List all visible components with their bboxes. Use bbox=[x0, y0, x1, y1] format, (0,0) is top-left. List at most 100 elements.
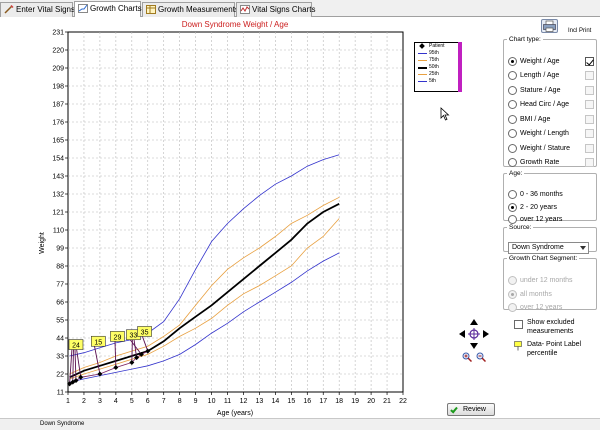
radio-button[interactable] bbox=[508, 303, 517, 312]
review-button[interactable]: Review bbox=[447, 403, 495, 416]
tab-label: Enter Vital Signs bbox=[16, 5, 75, 14]
radio-button[interactable] bbox=[508, 290, 517, 299]
chart-type-legend: Chart type: bbox=[509, 36, 541, 43]
radio-button[interactable] bbox=[508, 115, 517, 124]
y-tick-label: 22 bbox=[56, 372, 64, 379]
x-tick-label: 22 bbox=[399, 398, 407, 405]
y-tick-label: 198 bbox=[52, 84, 64, 91]
pan-center-icon[interactable] bbox=[468, 328, 480, 340]
chart-type-option-weight-stature[interactable]: Weight / Stature bbox=[508, 143, 594, 155]
radio-button[interactable] bbox=[508, 215, 517, 224]
y-tick-label: 33 bbox=[56, 354, 64, 361]
patient-point bbox=[129, 360, 135, 366]
pan-up-icon[interactable] bbox=[470, 319, 478, 325]
tab-growth-charts[interactable]: Growth Charts bbox=[74, 1, 142, 18]
chart-title: Down Syndrome Weight / Age bbox=[182, 20, 289, 29]
patient-points[interactable]: 24 15 29 33 35 bbox=[67, 326, 152, 387]
print-button[interactable] bbox=[541, 19, 558, 33]
tab-label: Growth Measurements bbox=[158, 5, 239, 14]
patient-point bbox=[97, 371, 103, 377]
legend-item-25th: 25th bbox=[415, 71, 460, 78]
data-point-label: 35 bbox=[141, 329, 149, 336]
segment-option-under-12-months[interactable]: under 12 months bbox=[508, 275, 573, 287]
pan-down-icon[interactable] bbox=[470, 343, 478, 349]
y-tick-label: 77 bbox=[56, 282, 64, 289]
patient-point bbox=[138, 351, 144, 357]
tab-label: Vital Signs Charts bbox=[252, 5, 316, 14]
x-tick-label: 5 bbox=[130, 398, 134, 405]
patient-point bbox=[145, 348, 151, 354]
percentile-curve-95th bbox=[69, 154, 340, 357]
growth-chart[interactable]: Down Syndrome Weight / Age 1122334455667… bbox=[0, 17, 420, 417]
segment-option-all-months[interactable]: all months bbox=[508, 289, 552, 301]
chart-type-option-weight-age[interactable]: Weight / Age bbox=[508, 56, 594, 68]
pan-control[interactable] bbox=[458, 318, 490, 350]
chart-legend: Patient 95th 75th 50th 25th 5th bbox=[414, 42, 461, 92]
tab-enter-vital-signs[interactable]: Enter Vital Signs bbox=[0, 2, 75, 17]
age-legend: Age: bbox=[509, 170, 523, 177]
data-point-label: 33 bbox=[130, 333, 138, 340]
include-checkbox bbox=[585, 115, 594, 124]
x-tick-label: 1 bbox=[66, 398, 70, 405]
chart-type-option-weight-length[interactable]: Weight / Length bbox=[508, 128, 594, 140]
tab-growth-measurements[interactable]: Growth Measurements bbox=[142, 2, 239, 17]
radio-button[interactable] bbox=[508, 100, 517, 109]
radio-button[interactable] bbox=[508, 190, 517, 199]
vital-chart-icon bbox=[240, 5, 250, 14]
data-label-leader bbox=[141, 335, 149, 352]
radio-button[interactable] bbox=[508, 203, 517, 212]
growth-chart-segment-group: Growth Chart Segment: under 12 months al… bbox=[503, 255, 597, 312]
data-label-leader bbox=[93, 345, 101, 375]
data-point-label-box bbox=[68, 339, 84, 350]
age-option-over-12-years[interactable]: over 12 years bbox=[508, 214, 562, 226]
patient-marker-icon bbox=[419, 43, 425, 49]
segment-legend: Growth Chart Segment: bbox=[509, 255, 578, 262]
data-point-label-icon[interactable] bbox=[514, 341, 522, 351]
zoom-out-icon[interactable] bbox=[476, 352, 486, 362]
radio-button[interactable] bbox=[508, 71, 517, 80]
age-option-2-20-years[interactable]: 2 - 20 years bbox=[508, 202, 557, 214]
pan-right-icon[interactable] bbox=[483, 330, 489, 338]
radio-button[interactable] bbox=[508, 276, 517, 285]
chart-type-option-head-circ-age[interactable]: Head Circ / Age bbox=[508, 99, 594, 111]
y-tick-label: 187 bbox=[52, 102, 64, 109]
mouse-cursor-icon bbox=[440, 107, 450, 121]
radio-button[interactable] bbox=[508, 144, 517, 153]
legend-item-patient: Patient bbox=[415, 43, 460, 50]
chart-type-option-bmi-age[interactable]: BMI / Age bbox=[508, 114, 594, 126]
radio-button[interactable] bbox=[508, 86, 517, 95]
show-excluded-label: Show excluded measurements bbox=[527, 319, 575, 335]
pan-left-icon[interactable] bbox=[459, 330, 465, 338]
radio-button[interactable] bbox=[508, 158, 517, 167]
chart-type-option-length-age[interactable]: Length / Age bbox=[508, 70, 594, 82]
radio-button[interactable] bbox=[508, 129, 517, 138]
data-point-label-text: Data- Point Label percentile bbox=[527, 341, 582, 357]
percentile-curve-75th bbox=[69, 196, 340, 375]
x-tick-label: 13 bbox=[256, 398, 264, 405]
data-label-leader bbox=[76, 348, 82, 378]
chart-type-option-stature-age[interactable]: Stature / Age bbox=[508, 85, 594, 97]
tab-vital-signs-charts[interactable]: Vital Signs Charts bbox=[236, 2, 316, 17]
patient-point bbox=[78, 374, 84, 380]
chart-type-option-growth-rate[interactable]: Growth Rate bbox=[508, 157, 594, 169]
patient-point bbox=[73, 378, 79, 384]
age-group: Age: 0 - 36 months 2 - 20 years over 12 … bbox=[503, 170, 597, 224]
age-option-0-36-months[interactable]: 0 - 36 months bbox=[508, 189, 563, 201]
data-point-label: 15 bbox=[94, 339, 102, 346]
data-label-leader bbox=[69, 348, 73, 384]
show-excluded-checkbox[interactable] bbox=[514, 320, 523, 329]
data-point-label-box bbox=[110, 331, 125, 342]
x-tick-label: 17 bbox=[319, 398, 327, 405]
tab-label: Growth Charts bbox=[90, 4, 142, 13]
source-legend: Source: bbox=[509, 224, 532, 231]
y-tick-label: 11 bbox=[57, 390, 64, 397]
data-label-leader bbox=[129, 338, 142, 355]
segment-option-over-12-years[interactable]: over 12 years bbox=[508, 302, 562, 314]
y-tick-label: 176 bbox=[52, 120, 64, 127]
radio-button[interactable] bbox=[508, 57, 517, 66]
tab-bar: Enter Vital Signs Growth Charts Growth M… bbox=[0, 0, 600, 18]
source-select[interactable]: Down Syndrome bbox=[508, 242, 589, 254]
zoom-in-icon[interactable] bbox=[462, 352, 472, 362]
table-icon bbox=[146, 5, 156, 14]
include-checkbox[interactable] bbox=[585, 57, 594, 66]
